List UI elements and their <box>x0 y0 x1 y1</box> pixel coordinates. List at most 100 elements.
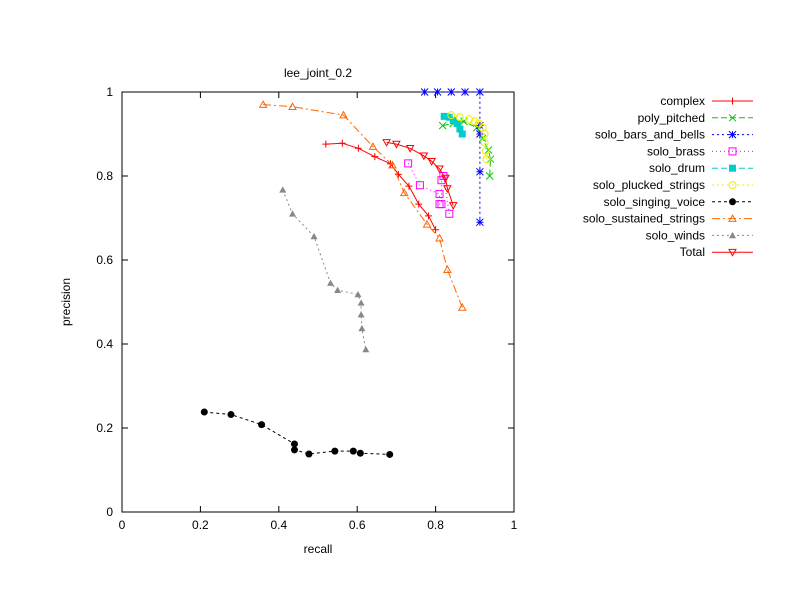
data-point <box>729 198 736 206</box>
data-point <box>437 200 446 209</box>
data-point <box>728 181 737 189</box>
series-line <box>263 104 463 308</box>
data-point <box>449 117 457 125</box>
data-point <box>728 147 737 156</box>
data-point <box>392 140 401 149</box>
data-point <box>405 182 413 190</box>
data-point <box>456 125 464 133</box>
data-point <box>258 421 266 429</box>
data-point <box>200 408 208 416</box>
data-point <box>461 88 469 96</box>
data-point <box>728 130 737 139</box>
data-point <box>227 411 235 419</box>
y-tick-label: 0.2 <box>96 421 113 435</box>
x-tick-label: 0.2 <box>192 518 209 532</box>
series-line <box>386 141 454 206</box>
legend-label: solo_drum <box>649 161 705 175</box>
legend-item: poly_pitched <box>638 111 753 125</box>
data-point <box>357 299 365 306</box>
data-point <box>386 450 394 458</box>
data-point <box>728 214 737 222</box>
data-point <box>420 88 429 96</box>
data-point <box>310 232 318 240</box>
series-Total <box>382 139 458 210</box>
data-point <box>331 447 339 455</box>
data-point <box>476 130 484 138</box>
data-point <box>485 172 494 180</box>
y-tick-label: 0 <box>106 505 113 519</box>
legend-item: solo_drum <box>649 161 753 175</box>
legend-label: solo_bars_and_bells <box>595 128 705 142</box>
series-solo-bars-and-bells <box>420 88 484 227</box>
data-point <box>728 248 737 257</box>
data-point <box>357 311 365 318</box>
data-point <box>476 167 484 176</box>
y-tick-label: 0.8 <box>96 169 113 183</box>
x-tick-label: 0.4 <box>270 518 287 532</box>
data-point <box>356 449 364 457</box>
data-point <box>349 447 357 455</box>
data-point <box>290 446 298 454</box>
x-tick-label: 0.8 <box>427 518 444 532</box>
x-tick-label: 1 <box>511 518 518 532</box>
data-point <box>448 202 458 210</box>
data-point <box>354 144 362 152</box>
x-tick-label: 0 <box>119 518 126 532</box>
data-point <box>258 100 268 108</box>
data-point <box>405 144 415 153</box>
data-point <box>729 97 736 105</box>
data-point <box>455 113 464 122</box>
legend-label: complex <box>660 94 705 108</box>
data-point <box>432 226 440 234</box>
x-tick-label: 0.6 <box>349 518 366 532</box>
legend-item: solo_sustained_strings <box>583 212 753 226</box>
data-point <box>279 186 287 193</box>
y-tick-label: 0.4 <box>96 337 113 351</box>
data-point <box>445 209 454 218</box>
data-point <box>443 185 452 194</box>
legend-item: solo_singing_voice <box>604 195 753 209</box>
series-line <box>204 411 390 455</box>
data-point <box>439 172 448 180</box>
series-line <box>325 142 437 231</box>
legend-item: Total <box>680 245 753 259</box>
legend-item: solo_brass <box>647 144 753 158</box>
data-point <box>427 158 437 166</box>
data-point <box>476 88 484 96</box>
legend-label: solo_sustained_strings <box>583 212 705 226</box>
data-point <box>433 88 442 96</box>
data-point <box>289 210 297 217</box>
data-point <box>339 110 348 119</box>
legend-label: solo_plucked_strings <box>593 178 705 192</box>
data-point <box>290 440 298 448</box>
data-point <box>419 152 429 161</box>
data-point <box>458 130 466 138</box>
legend-item: complex <box>660 94 753 108</box>
data-point <box>464 115 473 124</box>
y-tick-label: 1 <box>106 85 113 99</box>
data-point <box>288 102 297 110</box>
data-point <box>399 188 409 197</box>
y-axis-label: precision <box>59 278 73 326</box>
data-point <box>447 111 456 120</box>
data-point <box>435 165 444 174</box>
legend-item: solo_bars_and_bells <box>595 128 753 142</box>
data-point <box>338 139 346 147</box>
data-point <box>438 121 447 130</box>
data-point <box>447 88 456 96</box>
data-point <box>368 142 378 150</box>
chart-title: lee_joint_0.2 <box>284 66 352 80</box>
data-point <box>728 113 737 122</box>
plot-area <box>121 91 515 513</box>
legend-label: solo_brass <box>647 144 705 158</box>
series-line <box>451 114 488 160</box>
data-point <box>476 218 484 227</box>
data-point <box>457 302 467 311</box>
data-point <box>382 139 391 147</box>
legend: complex poly_pitched solo_bars_and_bellsso… <box>583 94 753 259</box>
data-point <box>480 138 489 147</box>
data-point <box>388 160 397 169</box>
data-point <box>415 181 424 190</box>
data-point <box>422 219 432 228</box>
